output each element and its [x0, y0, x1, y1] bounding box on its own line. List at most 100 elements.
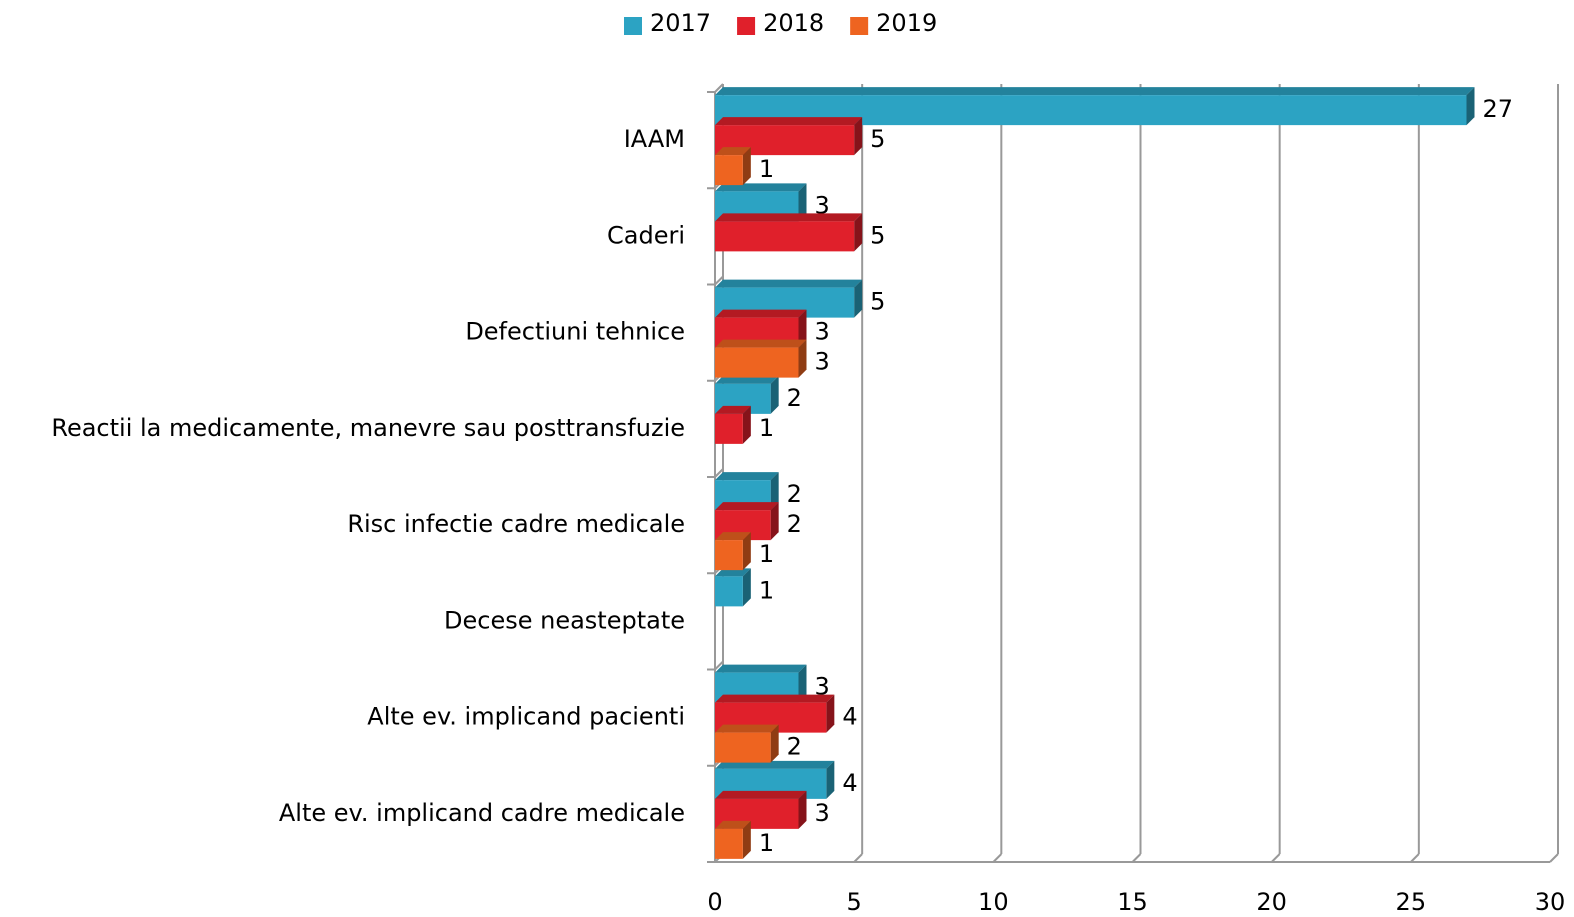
data-label: 4 [842, 769, 857, 797]
bar [715, 576, 743, 607]
bar [715, 155, 743, 186]
bar-side [798, 339, 807, 378]
bar-side [854, 279, 863, 318]
data-label: 2 [787, 480, 802, 508]
bar [715, 540, 743, 571]
data-label: 3 [815, 348, 830, 376]
y-tick-label: Caderi [607, 221, 685, 249]
data-label: 3 [815, 318, 830, 346]
x-tick-label: 25 [1396, 888, 1427, 916]
legend-label: 2019 [876, 9, 937, 37]
bar-top [715, 375, 779, 384]
bar [715, 221, 855, 252]
data-label: 2 [787, 510, 802, 538]
data-label: 5 [870, 221, 885, 249]
legend-label: 2018 [763, 9, 824, 37]
bar-side [742, 532, 751, 571]
grid-floor [853, 853, 863, 863]
data-label: 5 [870, 125, 885, 153]
bar-top [715, 760, 835, 769]
bar-side [798, 183, 807, 222]
data-label: 2 [787, 733, 802, 761]
bar-top [715, 309, 807, 318]
y-tick-label: Risc infectie cadre medicale [347, 510, 685, 538]
bar-top [715, 279, 863, 288]
bar-top [715, 405, 751, 414]
bar-side [826, 760, 835, 799]
data-label: 3 [815, 673, 830, 701]
grid-floor [992, 853, 1003, 863]
data-label: 1 [759, 829, 774, 857]
x-tick-label: 0 [707, 888, 722, 916]
y-tick-label: IAAM [624, 125, 685, 153]
bar-top [715, 213, 863, 222]
x-tick-label: 20 [1256, 888, 1287, 916]
y-tick-wall [714, 468, 724, 478]
bar-top [715, 664, 807, 673]
bar [715, 828, 743, 859]
bar-side [854, 117, 863, 156]
bar-top [715, 820, 751, 829]
data-label: 1 [759, 540, 774, 568]
y-tick-label: Alte ev. implicand pacienti [367, 703, 685, 731]
y-tick-wall [714, 83, 724, 93]
bar-top [715, 117, 863, 126]
y-tick-label: Defectiuni tehnice [465, 318, 685, 346]
bar [715, 732, 771, 763]
bar-side [798, 790, 807, 829]
bar-side [742, 820, 751, 859]
x-tick-label: 10 [978, 888, 1009, 916]
x-tick-label: 5 [847, 888, 862, 916]
grid-floor [1131, 853, 1142, 863]
bar-top [715, 183, 807, 192]
bar-top [715, 502, 779, 511]
bar [715, 347, 799, 378]
data-label: 3 [815, 799, 830, 827]
data-label: 1 [759, 576, 774, 604]
bar-top [715, 147, 751, 156]
y-tick-label: Reactii la medicamente, manevre sau post… [51, 414, 685, 442]
bar-side [742, 568, 751, 607]
bar-side [854, 213, 863, 252]
bar-top [715, 724, 779, 733]
legend-swatch [737, 17, 756, 35]
y-tick-label: Alte ev. implicand cadre medicale [279, 799, 685, 827]
bar-side [826, 694, 835, 733]
legend-label: 2017 [650, 9, 711, 37]
data-label: 27 [1483, 95, 1514, 123]
bar-top [715, 339, 807, 348]
bar [715, 413, 743, 444]
y-tick-label: Decese neasteptate [444, 606, 685, 634]
data-label: 2 [787, 384, 802, 412]
x-tick-label: 30 [1535, 888, 1566, 916]
x-tick-label: 15 [1117, 888, 1148, 916]
grid-floor [1410, 853, 1420, 863]
legend-swatch [850, 17, 869, 35]
legend-swatch [624, 17, 642, 35]
bar-top [715, 532, 751, 541]
bar-side [798, 309, 807, 348]
data-label: 5 [870, 288, 885, 316]
data-label: 3 [815, 191, 830, 219]
grid-floor [1549, 853, 1559, 863]
data-label: 1 [759, 414, 774, 442]
bar-side [770, 472, 779, 511]
data-label: 4 [842, 703, 857, 731]
y-tick-wall [714, 660, 724, 671]
bar-side [770, 724, 779, 763]
bar-side [1466, 87, 1475, 126]
bar-side [798, 664, 807, 703]
bar-top [715, 87, 1475, 96]
bar-side [742, 147, 751, 186]
bar-side [742, 405, 751, 444]
bar-top [715, 694, 835, 703]
bar-top [715, 472, 779, 481]
bar-side [770, 375, 779, 414]
bar-side [770, 502, 779, 541]
grid-floor [1270, 853, 1281, 863]
bar-top [715, 790, 807, 799]
bar-top [715, 568, 751, 577]
data-label: 1 [759, 155, 774, 183]
y-tick-wall [714, 275, 724, 286]
